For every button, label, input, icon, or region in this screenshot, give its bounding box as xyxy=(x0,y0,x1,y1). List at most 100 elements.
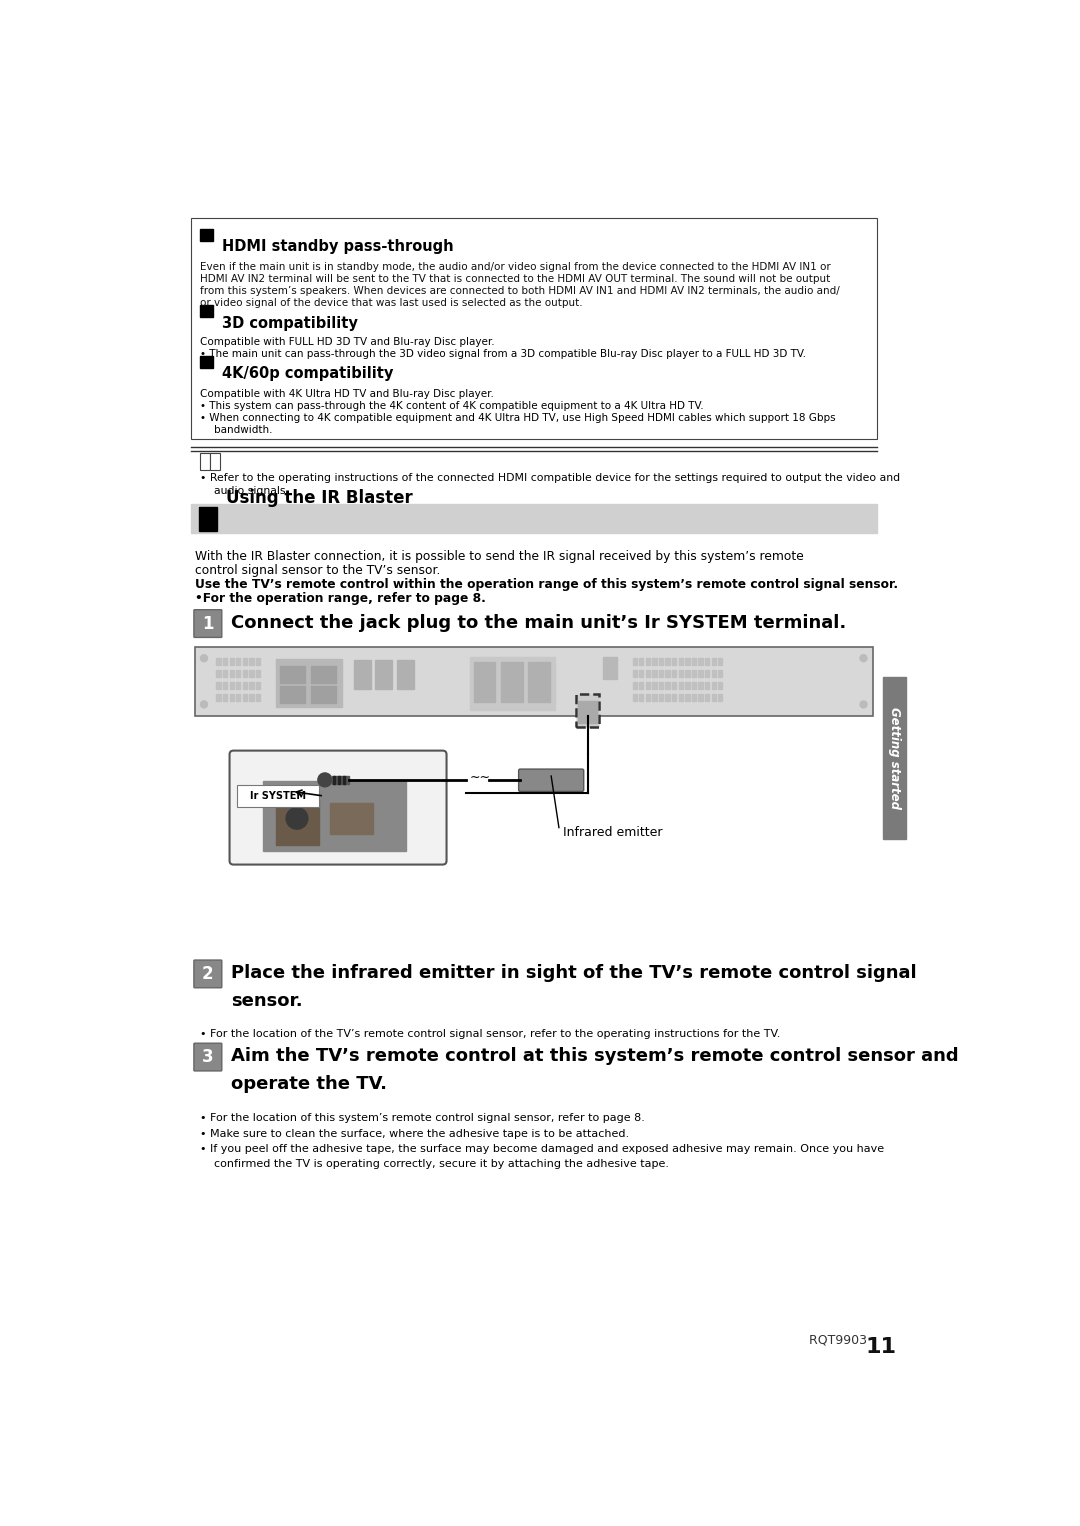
Bar xyxy=(332,775,349,784)
Text: sensor.: sensor. xyxy=(231,992,302,1010)
FancyBboxPatch shape xyxy=(194,960,221,987)
Bar xyxy=(692,670,697,678)
Bar xyxy=(672,658,676,665)
Bar xyxy=(256,658,260,665)
Bar xyxy=(243,670,247,678)
FancyBboxPatch shape xyxy=(518,769,583,792)
Bar xyxy=(685,670,689,678)
Text: Getting started: Getting started xyxy=(888,708,901,809)
Bar xyxy=(699,658,703,665)
Bar xyxy=(659,670,663,678)
Bar xyxy=(237,694,241,700)
Bar xyxy=(191,504,877,534)
Bar xyxy=(222,670,227,678)
Bar xyxy=(699,694,703,700)
Circle shape xyxy=(860,700,867,708)
Bar xyxy=(276,659,342,707)
Bar xyxy=(659,658,663,665)
Bar xyxy=(712,694,716,700)
Bar xyxy=(659,694,663,700)
Bar xyxy=(692,682,697,690)
Circle shape xyxy=(318,774,332,787)
Bar xyxy=(222,658,227,665)
Text: • When connecting to 4K compatible equipment and 4K Ultra HD TV, use High Speed : • When connecting to 4K compatible equip… xyxy=(200,414,836,423)
Bar xyxy=(238,786,319,807)
Bar xyxy=(280,685,305,703)
Text: • Refer to the operating instructions of the connected HDMI compatible device fo: • Refer to the operating instructions of… xyxy=(200,473,901,482)
Bar xyxy=(311,665,336,682)
Bar xyxy=(705,658,710,665)
Bar xyxy=(882,678,906,839)
Bar xyxy=(191,218,877,439)
FancyBboxPatch shape xyxy=(194,1044,221,1071)
Text: HDMI standby pass-through: HDMI standby pass-through xyxy=(222,240,454,255)
Bar xyxy=(470,658,555,710)
Bar xyxy=(216,694,220,700)
Bar xyxy=(249,694,254,700)
Bar xyxy=(692,658,697,665)
Bar xyxy=(200,305,213,317)
Bar xyxy=(665,670,670,678)
Bar xyxy=(474,662,496,702)
Text: or video signal of the device that was last used is selected as the output.: or video signal of the device that was l… xyxy=(200,298,583,308)
Bar xyxy=(280,665,305,682)
Bar xyxy=(685,682,689,690)
Bar xyxy=(672,670,676,678)
Bar xyxy=(685,694,689,700)
Bar xyxy=(576,694,599,726)
Bar xyxy=(699,682,703,690)
Bar xyxy=(311,685,336,703)
Bar xyxy=(633,682,637,690)
Bar xyxy=(678,658,683,665)
Bar xyxy=(200,356,213,368)
Bar xyxy=(678,682,683,690)
Bar xyxy=(342,775,345,784)
Bar xyxy=(718,658,723,665)
Bar xyxy=(276,800,319,845)
Text: RQT9903: RQT9903 xyxy=(809,1334,875,1346)
Bar xyxy=(646,694,650,700)
Bar xyxy=(249,682,254,690)
Bar xyxy=(699,670,703,678)
Text: • For the location of this system’s remote control signal sensor, refer to page : • For the location of this system’s remo… xyxy=(200,1114,645,1123)
Text: confirmed the TV is operating correctly, secure it by attaching the adhesive tap: confirmed the TV is operating correctly,… xyxy=(214,1158,669,1169)
Bar xyxy=(256,682,260,690)
Bar xyxy=(237,682,241,690)
Bar xyxy=(243,658,247,665)
Bar xyxy=(705,682,710,690)
Bar xyxy=(216,670,220,678)
Circle shape xyxy=(201,655,207,662)
Bar xyxy=(216,658,220,665)
Bar xyxy=(211,453,220,470)
Bar xyxy=(249,670,254,678)
Bar xyxy=(652,694,657,700)
Text: ∼∼: ∼∼ xyxy=(470,771,490,784)
Bar xyxy=(685,658,689,665)
FancyBboxPatch shape xyxy=(230,751,446,865)
Bar xyxy=(237,658,241,665)
Bar xyxy=(705,670,710,678)
Bar xyxy=(705,694,710,700)
Bar xyxy=(256,670,260,678)
Bar xyxy=(375,659,392,690)
Text: • The main unit can pass-through the 3D video signal from a 3D compatible Blu-ra: • The main unit can pass-through the 3D … xyxy=(200,349,806,360)
Bar xyxy=(249,658,254,665)
Bar xyxy=(256,694,260,700)
Text: bandwidth.: bandwidth. xyxy=(214,424,272,435)
Text: HDMI AV IN2 terminal will be sent to the TV that is connected to the HDMI AV OUT: HDMI AV IN2 terminal will be sent to the… xyxy=(200,275,831,284)
Bar xyxy=(330,803,373,833)
Bar xyxy=(333,775,335,784)
Text: Using the IR Blaster: Using the IR Blaster xyxy=(227,490,414,507)
Circle shape xyxy=(860,655,867,662)
Bar xyxy=(237,670,241,678)
Text: 3D compatibility: 3D compatibility xyxy=(222,316,359,331)
Text: • This system can pass-through the 4K content of 4K compatible equipment to a 4K: • This system can pass-through the 4K co… xyxy=(200,401,704,410)
Text: Even if the main unit is in standby mode, the audio and/or video signal from the: Even if the main unit is in standby mode… xyxy=(200,262,831,273)
Bar xyxy=(230,682,233,690)
Bar xyxy=(243,694,247,700)
Text: 4K/60p compatibility: 4K/60p compatibility xyxy=(222,366,393,382)
Bar xyxy=(665,694,670,700)
Text: Infrared emitter: Infrared emitter xyxy=(563,826,662,839)
Text: operate the TV.: operate the TV. xyxy=(231,1074,387,1093)
FancyBboxPatch shape xyxy=(194,610,221,638)
